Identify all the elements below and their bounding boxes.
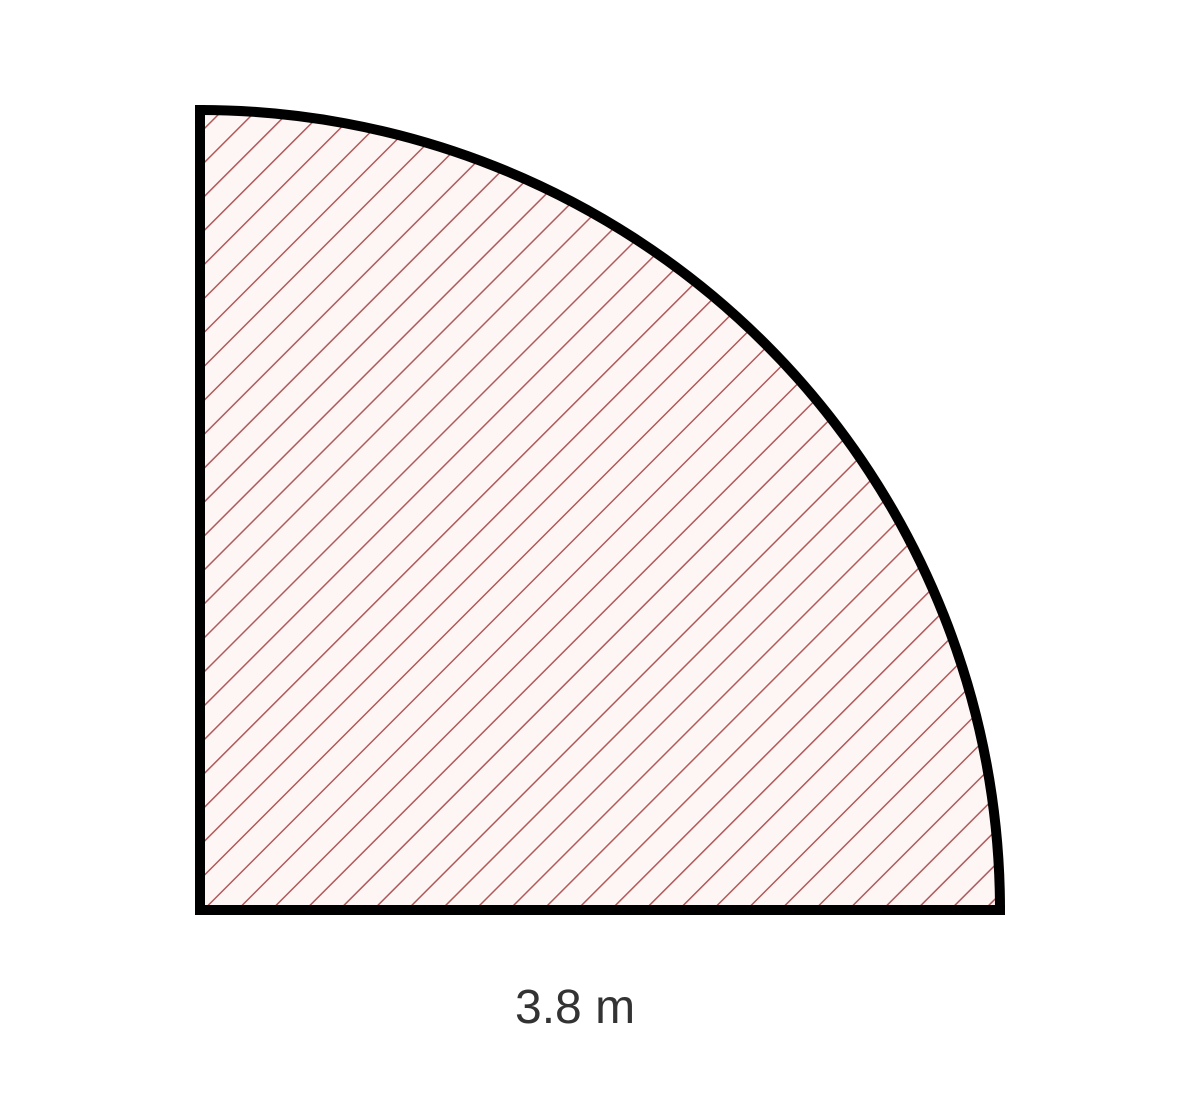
radius-label: 3.8 m: [515, 980, 635, 1035]
quarter-circle-diagram: 3.8 m: [160, 70, 1040, 1070]
quarter-circle-svg: [160, 70, 1040, 950]
quarter-circle-fill: [200, 110, 1000, 910]
